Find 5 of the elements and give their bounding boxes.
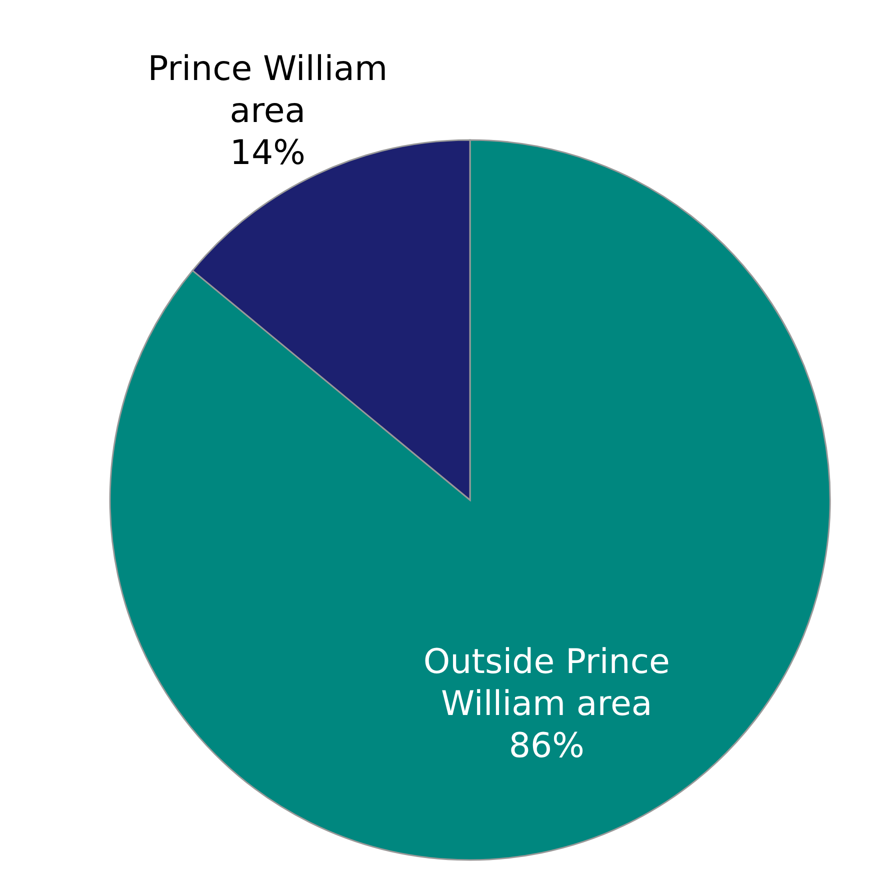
data-label: 14% (230, 133, 306, 174)
pie-slice (110, 139, 831, 860)
slice-label: Outside Prince William area (423, 642, 670, 724)
data-label: 86% (508, 726, 584, 766)
slice-label: Prince William area (148, 49, 388, 132)
